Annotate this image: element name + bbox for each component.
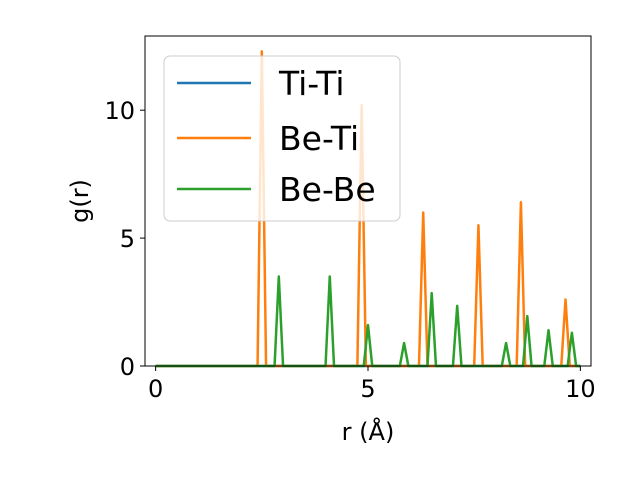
y-tick-label: 10 — [104, 97, 135, 125]
legend-label-ti-ti: Ti-Ti — [278, 64, 345, 103]
y-axis-ticks: 0 5 10 — [104, 97, 145, 381]
x-tick-label: 5 — [360, 375, 375, 403]
x-axis-label: r (Å) — [342, 417, 395, 446]
legend-box — [163, 55, 401, 222]
x-tick-label: 0 — [148, 375, 163, 403]
y-tick-label: 5 — [120, 225, 135, 253]
legend-label-be-ti: Be-Ti — [279, 119, 359, 158]
y-axis-label: g(r) — [66, 179, 94, 223]
legend-label-be-be: Be-Be — [279, 170, 376, 209]
legend: Ti-Ti Be-Ti Be-Be — [163, 55, 401, 222]
x-tick-label: 10 — [565, 375, 596, 403]
x-axis-ticks: 0 5 10 — [148, 366, 596, 403]
y-tick-label: 0 — [120, 353, 135, 381]
